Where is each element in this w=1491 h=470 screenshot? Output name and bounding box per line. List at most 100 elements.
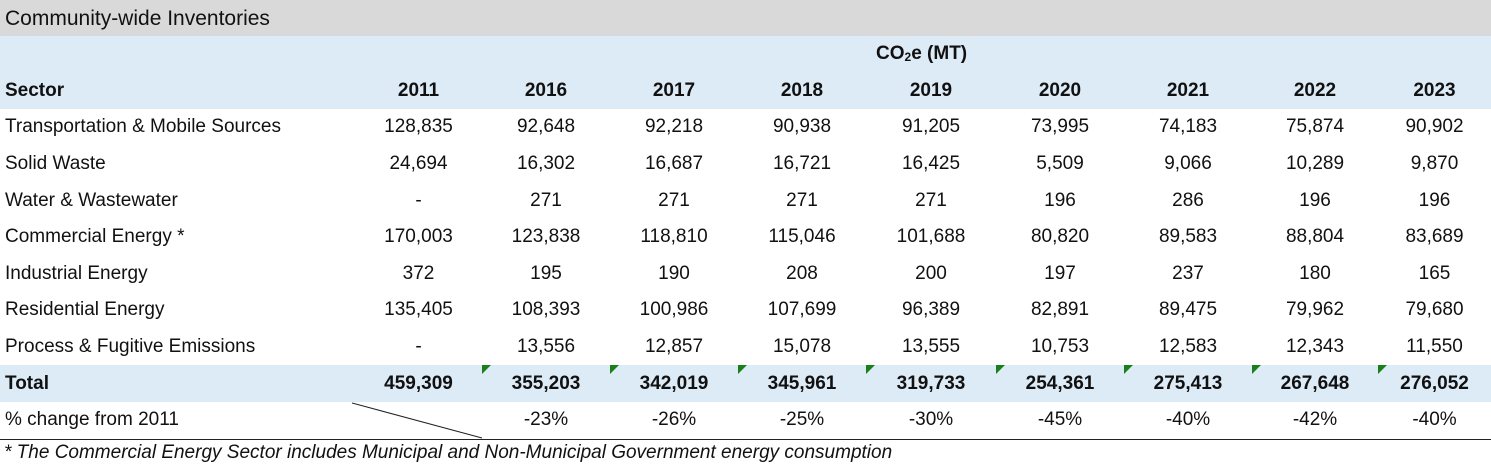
value: 79,680 [1405,299,1464,321]
value: - [415,336,422,358]
value: 118,810 [640,226,708,248]
value-cell: 286 [1124,182,1252,219]
value-cell: 74,183 [1124,109,1252,146]
value: 10,289 [1285,153,1345,175]
value: - [415,189,422,211]
value: -40% [1412,409,1457,431]
value: 16,721 [772,153,832,175]
year-header: 2023 [1378,72,1491,110]
value: 319,733 [896,372,966,394]
sector-label: Solid Waste [5,153,106,175]
value-cell: -40% [1124,401,1252,440]
error-indicator-icon [1124,365,1133,375]
value-cell: 90,902 [1378,109,1491,146]
table-row: Transportation & Mobile Sources 128,835 92… [0,109,1491,146]
value-cell: 24,694 [355,146,482,183]
value: 101,688 [896,226,966,248]
value-cell: 237 [1124,256,1252,293]
value-cell: - [355,329,482,366]
value: 16,425 [901,153,961,175]
value-cell: 108,393 [482,292,610,329]
value-cell: 16,425 [866,146,996,183]
value-cell: 345,961 [738,365,866,402]
value-cell: 88,804 [1252,219,1378,256]
total-row: Total 459,309 355,203 342,019 345,961 319,733… [0,365,1491,402]
value-cell: 90,938 [738,109,866,146]
value-cell: 267,648 [1252,365,1378,402]
value-cell: 5,509 [996,146,1124,183]
value: 271 [530,189,562,211]
value-cell: 89,475 [1124,292,1252,329]
value: 275,413 [1153,372,1223,394]
value: 345,961 [767,372,837,394]
value-cell: 9,870 [1378,146,1491,183]
value: 271 [786,189,818,211]
value-cell: -23% [482,401,610,440]
value: 15,078 [772,336,832,358]
value: 89,475 [1158,299,1218,321]
value: -26% [651,409,697,431]
value-cell: 12,343 [1252,329,1378,366]
value: -30% [908,409,954,431]
value: 16,302 [516,153,576,175]
table-row: Residential Energy 135,405 108,393 100,986 1… [0,292,1491,329]
value-cell: 355,203 [482,365,610,402]
value-cell: 180 [1252,256,1378,293]
value-cell: 197 [996,256,1124,293]
value-cell: 10,289 [1252,146,1378,183]
value: 79,962 [1285,299,1345,321]
value: 115,046 [768,226,836,248]
value: -42% [1292,409,1338,431]
value: 208 [786,262,818,284]
value: 74,183 [1158,116,1218,138]
value-cell: 12,857 [610,329,738,366]
value-cell: 16,687 [610,146,738,183]
value: 92,648 [516,116,576,138]
sector-label: Process & Fugitive Emissions [5,336,256,358]
inventory-table: CO2e (MT) Sector 2011 2016 2017 2018 2019 202… [0,36,1491,440]
value: 80,820 [1030,226,1090,248]
value: 128,835 [384,116,453,138]
value-cell: 271 [738,182,866,219]
value-cell: 459,309 [355,365,482,402]
error-indicator-icon [1252,365,1261,375]
value-cell: 271 [482,182,610,219]
sector-label: Residential Energy [5,299,165,321]
value: 91,205 [901,116,961,138]
unit-header: CO2e (MT) [866,36,996,73]
value-cell: 196 [1378,182,1491,219]
value-cell: 10,753 [996,329,1124,366]
value-cell: 115,046 [738,219,866,256]
year-header: 2017 [610,72,738,110]
value-cell: 73,995 [996,109,1124,146]
value-cell: 190 [610,256,738,293]
table-title: Community-wide Inventories [0,0,1491,36]
diagonal-line [352,402,483,439]
table-row: Process & Fugitive Emissions - 13,556 12,85… [0,329,1491,366]
value: 12,343 [1285,336,1345,358]
value: 96,389 [901,299,961,321]
value-cell: 16,721 [738,146,866,183]
value-cell: 372 [355,256,482,293]
value-cell: 96,389 [866,292,996,329]
value-cell: 208 [738,256,866,293]
value: 88,804 [1285,226,1345,248]
value-cell: 9,066 [1124,146,1252,183]
value-cell: 82,891 [996,292,1124,329]
value: 82,891 [1030,299,1090,321]
footnote: * The Commercial Energy Sector includes … [4,442,893,463]
value-cell: 16,302 [482,146,610,183]
value-cell: 79,680 [1378,292,1491,329]
value: 10,753 [1030,336,1090,358]
value: 267,648 [1280,372,1350,394]
value: 271 [658,189,690,211]
value: 90,902 [1405,116,1464,138]
sector-label: % change from 2011 [0,401,355,440]
value: 254,361 [1025,372,1095,394]
value: 107,699 [767,299,837,321]
value: 355,203 [511,372,581,394]
year-header: 2018 [738,72,866,110]
value-cell: 13,556 [482,329,610,366]
value-cell: 118,810 [610,219,738,256]
table-row: Solid Waste 24,694 16,302 16,687 16,721 16,42… [0,146,1491,183]
